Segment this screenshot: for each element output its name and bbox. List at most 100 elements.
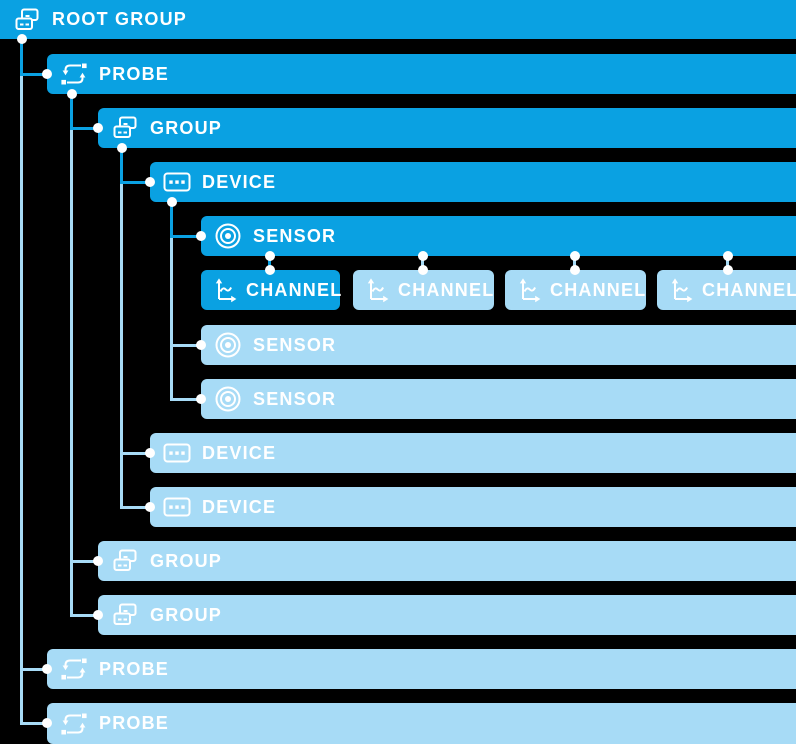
node-label: DEVICE — [202, 171, 277, 192]
device-icon — [160, 443, 194, 463]
node-label: GROUP — [150, 117, 223, 138]
node-label: PROBE — [99, 63, 170, 84]
connector-dot — [196, 340, 206, 350]
connector-line — [120, 181, 150, 184]
node-channel-1: CHANNEL — [201, 270, 343, 310]
connector-dot — [570, 251, 580, 261]
group-icon — [108, 548, 142, 574]
connector-dot — [723, 251, 733, 261]
connector-line — [170, 344, 201, 347]
connector-line — [120, 452, 150, 455]
connector-dot — [93, 610, 103, 620]
connector-line — [20, 722, 47, 725]
node-channel-3: CHANNEL — [505, 270, 646, 310]
connector-line — [70, 128, 73, 615]
chart-icon — [212, 277, 240, 303]
chart-icon — [364, 277, 392, 303]
node-probe-2: PROBE — [47, 649, 796, 689]
connector-line — [70, 560, 98, 563]
connector-line — [120, 506, 150, 509]
connector-line — [70, 127, 98, 130]
node-sensor-2: SENSOR — [201, 325, 796, 365]
connector-line — [170, 398, 201, 401]
connector-line — [170, 202, 173, 236]
connector-line — [20, 39, 23, 74]
connector-line — [726, 256, 729, 270]
connector-dot — [145, 177, 155, 187]
chart-icon — [668, 277, 696, 303]
node-label: PROBE — [99, 658, 170, 679]
node-probe-1: PROBE — [47, 54, 796, 94]
connector-dot — [196, 394, 206, 404]
connector-dot — [42, 664, 52, 674]
node-label: ROOT GROUP — [52, 9, 188, 29]
connector-line — [421, 256, 424, 270]
sensor-icon — [211, 222, 245, 250]
node-label: SENSOR — [253, 225, 337, 246]
node-label: SENSOR — [253, 334, 337, 355]
connector-dot — [17, 34, 27, 44]
node-channel-4: CHANNEL — [657, 270, 796, 310]
connector-dot — [42, 718, 52, 728]
connector-dot — [117, 143, 127, 153]
connector-line — [120, 182, 123, 507]
connector-dot — [145, 448, 155, 458]
node-label: DEVICE — [202, 442, 277, 463]
node-group-1: GROUP — [98, 108, 796, 148]
connector-line — [170, 235, 201, 238]
group-icon — [108, 602, 142, 628]
node-label: CHANNEL — [550, 279, 647, 300]
connector-line — [120, 148, 123, 182]
connector-line — [20, 73, 47, 76]
connector-dot — [265, 251, 275, 261]
connector-line — [20, 668, 47, 671]
node-label: SENSOR — [253, 388, 337, 409]
connector-dot — [93, 123, 103, 133]
connector-dot — [418, 265, 428, 275]
connector-line — [573, 256, 576, 270]
chart-icon — [516, 277, 544, 303]
node-group-2: GROUP — [98, 541, 796, 581]
connector-line — [268, 256, 271, 270]
node-device-1: DEVICE — [150, 162, 796, 202]
connector-line — [170, 236, 173, 399]
connector-dot — [67, 89, 77, 99]
connector-line — [70, 94, 73, 128]
node-label: DEVICE — [202, 496, 277, 517]
node-probe-3: PROBE — [47, 703, 796, 744]
probe-icon — [57, 655, 91, 683]
node-label: CHANNEL — [246, 279, 343, 300]
group-icon — [108, 115, 142, 141]
connector-dot — [196, 231, 206, 241]
probe-icon — [57, 710, 91, 738]
connector-dot — [265, 265, 275, 275]
connector-dot — [570, 265, 580, 275]
sensor-icon — [211, 385, 245, 413]
sensor-icon — [211, 331, 245, 359]
connector-dot — [145, 502, 155, 512]
node-group-3: GROUP — [98, 595, 796, 635]
node-label: GROUP — [150, 550, 223, 571]
node-root-group: ROOT GROUP — [0, 0, 796, 39]
connector-dot — [418, 251, 428, 261]
node-label: CHANNEL — [398, 279, 495, 300]
device-icon — [160, 172, 194, 192]
node-label: CHANNEL — [702, 279, 796, 300]
connector-dot — [93, 556, 103, 566]
connector-line — [20, 74, 23, 723]
connector-dot — [42, 69, 52, 79]
probe-icon — [57, 60, 91, 88]
node-sensor-3: SENSOR — [201, 379, 796, 419]
group-icon — [10, 7, 44, 33]
device-icon — [160, 497, 194, 517]
node-device-2: DEVICE — [150, 433, 796, 473]
node-sensor-1: SENSOR — [201, 216, 796, 256]
node-label: GROUP — [150, 604, 223, 625]
connector-dot — [723, 265, 733, 275]
node-device-3: DEVICE — [150, 487, 796, 527]
connector-line — [70, 614, 98, 617]
node-label: PROBE — [99, 713, 170, 733]
node-channel-2: CHANNEL — [353, 270, 494, 310]
connector-dot — [167, 197, 177, 207]
